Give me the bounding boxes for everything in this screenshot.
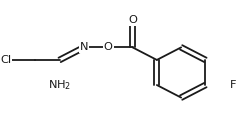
Text: O: O	[104, 42, 113, 52]
Text: N: N	[80, 42, 88, 52]
Text: F: F	[230, 80, 236, 90]
Text: NH$_2$: NH$_2$	[48, 78, 71, 92]
Text: Cl: Cl	[0, 55, 11, 65]
Text: O: O	[128, 15, 137, 25]
